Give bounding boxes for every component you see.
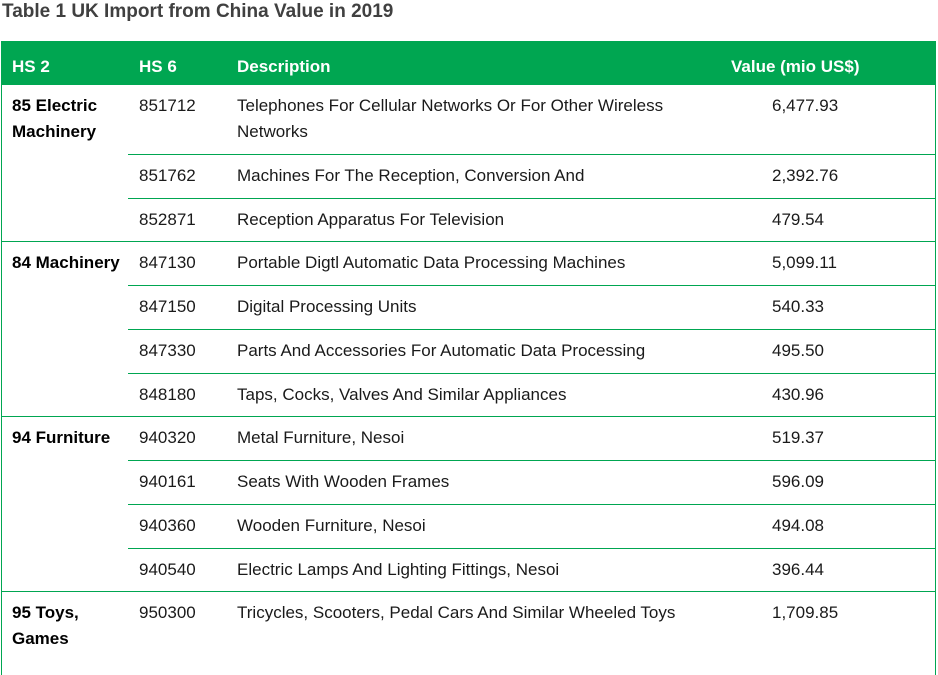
hs2-cell: 95 Toys, Games (12, 603, 79, 648)
value-cell: 540.33 (772, 297, 824, 316)
table-body: 85 Electric Machinery 851712 Telephones Fo… (1, 85, 936, 648)
description-cell: Seats With Wooden Frames (237, 472, 450, 491)
value-cell: 1,709.85 (772, 603, 839, 622)
description-cell: Electric Lamps And Lighting Fittings, Ne… (237, 560, 560, 579)
hs6-cell: 852871 (139, 210, 196, 229)
table-row: 847150 Digital Processing Units 540.33 (128, 285, 936, 329)
table-row: 940161 Seats With Wooden Frames 596.09 (128, 460, 936, 504)
hs6-cell: 848180 (139, 385, 196, 404)
table-row: 950300 Tricycles, Scooters, Pedal Cars An… (128, 592, 936, 635)
hs6-cell: 851712 (139, 96, 196, 115)
hs2-cell: 94 Furniture (12, 428, 111, 447)
hs6-cell: 851762 (139, 166, 196, 185)
description-cell: Parts And Accessories For Automatic Data… (237, 341, 646, 360)
value-cell: 519.37 (772, 428, 824, 447)
table-left-border (1, 85, 2, 675)
table-row: 851762 Machines For The Reception, Conver… (128, 154, 936, 198)
hs6-cell: 847330 (139, 341, 196, 360)
hs6-cell: 847130 (139, 253, 196, 272)
description-cell: Wooden Furniture, Nesoi (237, 516, 426, 535)
hs2-cell: 85 Electric Machinery (12, 96, 98, 141)
table-group: 85 Electric Machinery 851712 Telephones Fo… (1, 85, 936, 241)
value-cell: 396.44 (772, 560, 824, 579)
table-right-border (935, 85, 936, 675)
table-row: 940540 Electric Lamps And Lighting Fittin… (128, 548, 936, 591)
hs6-cell: 940161 (139, 472, 196, 491)
value-cell: 430.96 (772, 385, 824, 404)
value-cell: 596.09 (772, 472, 824, 491)
value-cell: 2,392.76 (772, 166, 839, 185)
table-row: 848180 Taps, Cocks, Valves And Similar Ap… (128, 373, 936, 416)
table-row: 852871 Reception Apparatus For Television… (128, 198, 936, 241)
description-cell: Machines For The Reception, Conversion A… (237, 166, 585, 185)
value-cell: 5,099.11 (772, 253, 837, 272)
hs2-cell: 84 Machinery (12, 253, 120, 272)
description-cell: Tricycles, Scooters, Pedal Cars And Simi… (237, 603, 676, 622)
hs6-cell: 847150 (139, 297, 196, 316)
header-description: Description (237, 57, 331, 76)
table-row: 851712 Telephones For Cellular Networks O… (128, 85, 936, 154)
description-cell: Reception Apparatus For Television (237, 210, 505, 229)
description-cell: Metal Furniture, Nesoi (237, 428, 405, 447)
table-group: 84 Machinery 847130 Portable Digtl Automat… (1, 241, 936, 416)
value-cell: 479.54 (772, 210, 824, 229)
table-row: 940320 Metal Furniture, Nesoi 519.37 (128, 417, 936, 460)
hs6-cell: 940320 (139, 428, 196, 447)
description-cell: Telephones For Cellular Networks Or For … (237, 96, 664, 141)
header-hs6: HS 6 (139, 57, 177, 76)
hs6-cell: 940360 (139, 516, 196, 535)
description-cell: Digital Processing Units (237, 297, 417, 316)
table-title: Table 1 UK Import from China Value in 20… (2, 1, 394, 22)
table-row: 847330 Parts And Accessories For Automati… (128, 329, 936, 373)
header-value: Value (mio US$) (731, 57, 860, 76)
hs6-cell: 940540 (139, 560, 196, 579)
import-table: HS 2 HS 6 Description Value (mio US$) 85… (1, 41, 936, 675)
table-row: 847130 Portable Digtl Automatic Data Proc… (128, 242, 936, 285)
value-cell: 495.50 (772, 341, 824, 360)
table-group: 95 Toys, Games 950300 Tricycles, Scooters,… (1, 591, 936, 648)
description-cell: Portable Digtl Automatic Data Processing… (237, 253, 626, 272)
table-row: 940360 Wooden Furniture, Nesoi 494.08 (128, 504, 936, 548)
value-cell: 6,477.93 (772, 96, 839, 115)
hs6-cell: 950300 (139, 603, 196, 622)
table-header: HS 2 HS 6 Description Value (mio US$) (1, 41, 936, 85)
table-group: 94 Furniture 940320 Metal Furniture, Nesoi… (1, 416, 936, 591)
description-cell: Taps, Cocks, Valves And Similar Applianc… (237, 385, 567, 404)
value-cell: 494.08 (772, 516, 824, 535)
header-hs2: HS 2 (12, 57, 50, 76)
